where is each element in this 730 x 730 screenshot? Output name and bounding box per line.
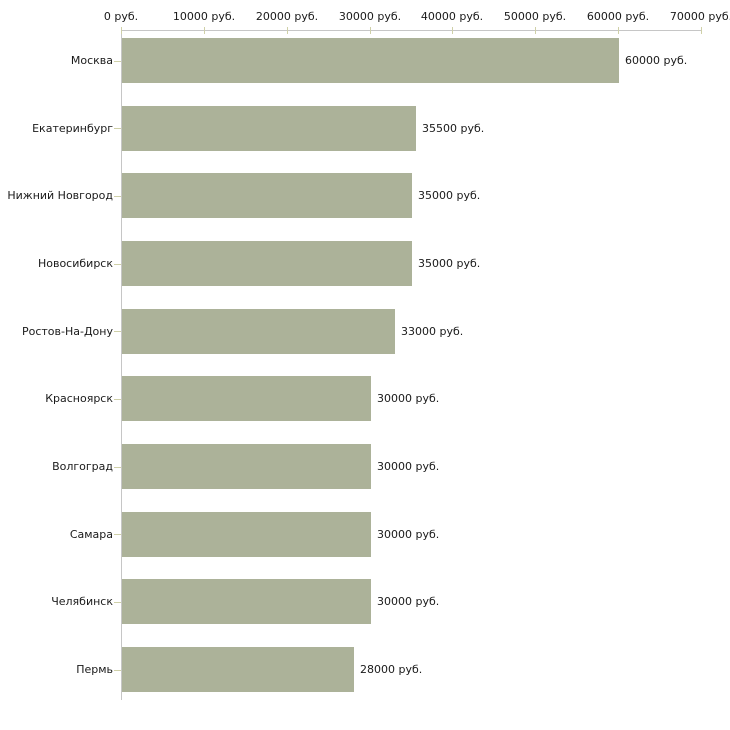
category-label: Пермь: [76, 663, 113, 676]
bar-10: [122, 647, 354, 692]
bar-3: [122, 173, 412, 218]
value-label: 30000 руб.: [377, 528, 440, 541]
x-axis-tick-mark: [287, 27, 288, 34]
category-tick-mark: [114, 399, 121, 400]
category-label: Нижний Новгород: [7, 189, 113, 202]
bar-1: [122, 38, 619, 83]
category-label: Красноярск: [45, 392, 113, 405]
category-label: Новосибирск: [37, 257, 113, 270]
bar-6: [122, 376, 371, 421]
x-axis-line: [121, 30, 701, 31]
category-tick-mark: [114, 196, 121, 197]
x-axis-tick-label: 70000 руб.: [669, 10, 730, 23]
x-axis-tick-mark: [452, 27, 453, 34]
x-axis-tick-label: 40000 руб.: [420, 10, 484, 23]
value-label: 35000 руб.: [418, 257, 481, 270]
x-axis-tick-mark: [204, 27, 205, 34]
x-axis-tick-label: 20000 руб.: [255, 10, 319, 23]
category-tick-mark: [114, 602, 121, 603]
value-label: 35500 руб.: [422, 122, 485, 135]
category-tick-mark: [114, 534, 121, 535]
bar-8: [122, 512, 371, 557]
value-label: 33000 руб.: [401, 325, 464, 338]
bar-4: [122, 241, 412, 286]
category-label: Ростов-На-Дону: [21, 325, 113, 338]
category-label: Самара: [69, 528, 113, 541]
value-label: 35000 руб.: [418, 189, 481, 202]
category-label: Челябинск: [51, 595, 113, 608]
x-axis-tick-label: 50000 руб.: [503, 10, 567, 23]
x-axis-tick-mark: [618, 27, 619, 34]
value-label: 30000 руб.: [377, 392, 440, 405]
x-axis-tick-mark: [370, 27, 371, 34]
category-tick-mark: [114, 670, 121, 671]
category-tick-mark: [114, 467, 121, 468]
y-axis-line: [121, 30, 122, 700]
value-label: 30000 руб.: [377, 595, 440, 608]
x-axis-tick-label: 60000 руб.: [586, 10, 650, 23]
x-axis-tick-label: 10000 руб.: [172, 10, 236, 23]
category-tick-mark: [114, 128, 121, 129]
category-tick-mark: [114, 61, 121, 62]
bar-9: [122, 579, 371, 624]
category-label: Москва: [70, 54, 113, 67]
value-label: 28000 руб.: [360, 663, 423, 676]
x-axis-tick-label: 30000 руб.: [338, 10, 402, 23]
category-label: Екатеринбург: [32, 122, 113, 135]
x-axis-tick-label: 0 руб.: [103, 10, 139, 23]
x-axis-tick-mark: [121, 27, 122, 34]
bar-5: [122, 309, 395, 354]
bar-7: [122, 444, 371, 489]
x-axis-tick-mark: [535, 27, 536, 34]
category-tick-mark: [114, 264, 121, 265]
category-tick-mark: [114, 331, 121, 332]
bar-2: [122, 106, 416, 151]
value-label: 60000 руб.: [625, 54, 688, 67]
category-label: Волгоград: [52, 460, 113, 473]
value-label: 30000 руб.: [377, 460, 440, 473]
x-axis-tick-mark: [701, 27, 702, 34]
